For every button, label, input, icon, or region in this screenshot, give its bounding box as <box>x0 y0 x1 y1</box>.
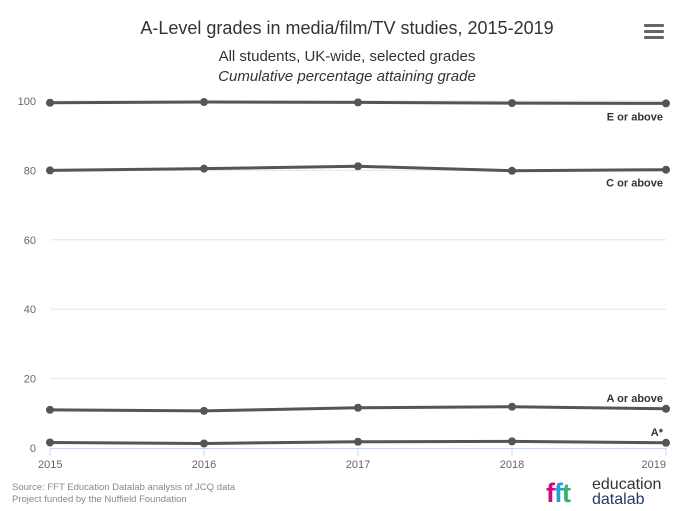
fft-logo-mark: fft <box>546 478 571 508</box>
data-point-2-2018 <box>508 402 516 411</box>
data-point-0-2016 <box>200 98 208 107</box>
data-point-1-2018 <box>508 166 516 175</box>
x-tick-label-2016: 2016 <box>192 459 216 470</box>
x-tick-label-2018: 2018 <box>500 459 524 470</box>
funding-text: Project funded by the Nuffield Foundatio… <box>12 494 187 505</box>
source-text: Source: FFT Education Datalab analysis o… <box>12 482 236 493</box>
data-point-0-2019 <box>662 99 670 108</box>
series-label-2: A or above <box>607 393 663 405</box>
y-tick-label-0: 0 <box>30 443 36 455</box>
y-tick-label-80: 80 <box>24 165 36 177</box>
data-point-1-2015 <box>46 166 54 175</box>
subtitle-line-2: Cumulative percentage attaining grade <box>218 68 476 85</box>
credits: Source: FFT Education Datalab analysis o… <box>12 482 235 506</box>
data-point-3-2018 <box>508 437 516 446</box>
hamburger-menu-icon[interactable] <box>644 24 664 42</box>
data-point-2-2019 <box>662 404 670 413</box>
education-datalab-logo: fft education datalab <box>546 477 686 509</box>
data-point-1-2017 <box>354 162 362 171</box>
data-point-0-2018 <box>508 99 516 108</box>
series-label-1: C or above <box>606 178 663 190</box>
data-point-3-2019 <box>662 438 670 447</box>
x-tick-label-2017: 2017 <box>346 459 370 470</box>
chart-title: A-Level grades in media/film/TV studies,… <box>140 18 554 38</box>
subtitle-line-1: All students, UK-wide, selected grades <box>218 48 476 65</box>
data-point-2-2016 <box>200 406 208 415</box>
data-point-3-2017 <box>354 437 362 446</box>
series-label-3: A* <box>651 427 664 439</box>
data-point-2-2017 <box>354 403 362 412</box>
x-tick-label-2019: 2019 <box>642 459 666 470</box>
chart-subtitle: All students, UK-wide, selected grades C… <box>0 47 694 87</box>
data-point-3-2016 <box>200 439 208 448</box>
data-point-0-2015 <box>46 98 54 107</box>
x-tick-label-2015: 2015 <box>38 459 62 470</box>
y-tick-label-20: 20 <box>24 374 36 386</box>
data-point-0-2017 <box>354 98 362 107</box>
data-point-1-2016 <box>200 164 208 173</box>
line-chart: 0 20 40 60 80 100 2015 2016 2017 2018 2019 E or abo… <box>18 96 670 470</box>
y-tick-label-100: 100 <box>18 96 36 108</box>
series-label-0: E or above <box>607 111 663 123</box>
data-point-1-2019 <box>662 165 670 174</box>
logo-wordmark: education datalab <box>592 476 662 508</box>
y-tick-label-40: 40 <box>24 304 36 316</box>
data-point-3-2015 <box>46 438 54 447</box>
data-point-2-2015 <box>46 405 54 414</box>
y-tick-label-60: 60 <box>24 235 36 247</box>
logo-word-education: education <box>592 476 662 493</box>
logo-word-datalab: datalab <box>592 491 645 508</box>
